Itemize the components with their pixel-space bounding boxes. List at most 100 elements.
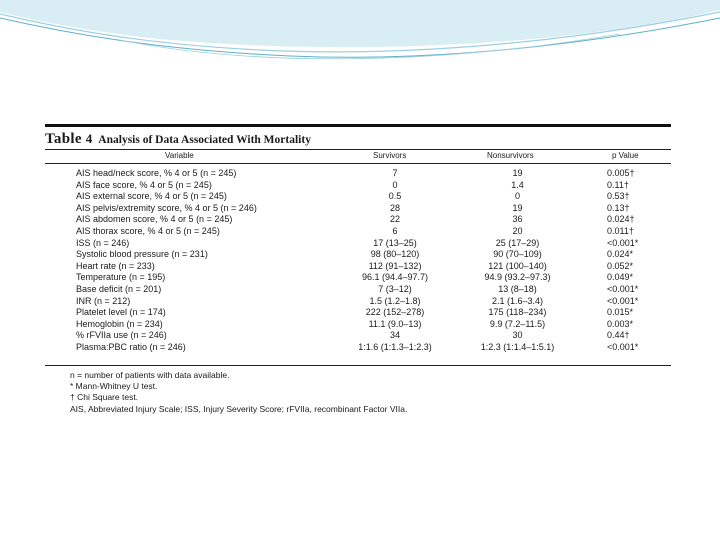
cell-nonsurvivors: 30 xyxy=(512,330,523,341)
cell-variable: Hemoglobin (n = 234) xyxy=(76,318,163,329)
table-row: Systolic blood pressure (n = 231) 98 (80–… xyxy=(45,249,671,261)
cell-p-value: 0.024* xyxy=(607,249,634,260)
table-row: AIS pelvis/extremity score, % 4 or 5 (n … xyxy=(45,203,671,215)
cell-nonsurvivors: 1.4 xyxy=(511,179,524,190)
cell-survivors: 98 (80–120) xyxy=(370,249,420,260)
footnote: * Mann-Whitney U test. xyxy=(70,381,158,392)
cell-p-value: 0.011† xyxy=(607,225,634,236)
cell-p-value: 0.44† xyxy=(607,330,630,341)
cell-nonsurvivors: 9.9 (7.2–11.5) xyxy=(489,318,546,329)
table-panel: Table 4 Analysis of Data Associated With M… xyxy=(45,124,671,424)
table-label: Table xyxy=(45,131,82,147)
cell-nonsurvivors: 94.9 (93.2–97.3) xyxy=(484,272,551,283)
cell-survivors: 17 (13–25) xyxy=(373,237,417,248)
table-row: ISS (n = 246) 17 (13–25) 25 (17–29) <0.001* xyxy=(45,238,671,250)
table-row: Temperature (n = 195) 96.1 (94.4–97.7) 94.… xyxy=(45,272,671,284)
cell-p-value: 0.052* xyxy=(607,260,634,271)
cell-p-value: 0.003* xyxy=(607,318,634,329)
cell-variable: Platelet level (n = 174) xyxy=(76,307,166,318)
cell-variable: Heart rate (n = 233) xyxy=(76,260,155,271)
cell-survivors: 0.5 xyxy=(388,191,402,202)
cell-p-value: 0.049* xyxy=(607,272,634,283)
column-header-p-value: p Value xyxy=(612,151,639,160)
cell-nonsurvivors: 2.1 (1.6–3.4) xyxy=(491,295,544,306)
table-top-rule xyxy=(45,124,671,127)
cell-p-value: 0.53† xyxy=(607,191,630,202)
cell-p-value: 0.13† xyxy=(607,202,630,213)
cell-p-value: <0.001* xyxy=(607,295,639,306)
cell-survivors: 22 xyxy=(389,214,400,225)
cell-variable: Temperature (n = 195) xyxy=(76,272,166,283)
table-row: Hemoglobin (n = 234) 11.1 (9.0–13) 9.9 (7.… xyxy=(45,319,671,331)
table-row: INR (n = 212) 1.5 (1.2–1.8) 2.1 (1.6–3.4) <… xyxy=(45,296,671,308)
cell-p-value: <0.001* xyxy=(607,283,639,294)
table-row: Heart rate (n = 233) 112 (91–132) 121 (100… xyxy=(45,261,671,273)
header-bottom-rule xyxy=(45,163,671,164)
slide-header-decoration xyxy=(0,0,720,60)
cell-survivors: 7 xyxy=(392,168,398,178)
footnote: † Chi Square test. xyxy=(70,392,139,403)
table-row: AIS external score, % 4 or 5 (n = 245) 0.… xyxy=(45,191,671,203)
table-row: % rFVIIa use (n = 246) 34 30 0.44† xyxy=(45,330,671,342)
cell-nonsurvivors: 25 (17–29) xyxy=(495,237,540,248)
cell-nonsurvivors: 13 (8–18) xyxy=(498,283,537,294)
cell-survivors: 11.1 (9.0–13) xyxy=(368,318,422,329)
cell-survivors: 222 (152–278) xyxy=(365,307,425,318)
cell-p-value: 0.11† xyxy=(607,179,629,190)
table-row: Platelet level (n = 174) 222 (152–278) 175… xyxy=(45,307,671,319)
cell-variable: AIS abdomen score, % 4 or 5 (n = 245) xyxy=(76,214,233,225)
cell-variable: AIS face score, % 4 or 5 (n = 245) xyxy=(76,179,212,190)
cell-nonsurvivors: 175 (118–234) xyxy=(488,307,547,318)
cell-survivors: 34 xyxy=(389,330,400,341)
cell-variable: % rFVIIa use (n = 246) xyxy=(76,330,167,341)
cell-nonsurvivors: 121 (100–140) xyxy=(488,260,547,271)
cell-p-value: 0.005† xyxy=(607,168,635,178)
cell-nonsurvivors: 19 xyxy=(512,202,523,213)
cell-variable: INR (n = 212) xyxy=(76,295,131,306)
cell-variable: Systolic blood pressure (n = 231) xyxy=(76,249,208,260)
table-row: AIS face score, % 4 or 5 (n = 245) 0 1.4 0.… xyxy=(45,180,671,192)
cell-survivors: 6 xyxy=(392,225,398,236)
cell-p-value: <0.001* xyxy=(607,341,639,352)
table-footnotes: n = number of patients with data availab… xyxy=(70,370,660,415)
cell-nonsurvivors: 20 xyxy=(512,225,523,236)
cell-survivors: 96.1 (94.4–97.7) xyxy=(361,272,429,283)
footnote: AIS, Abbreviated Injury Scale; ISS, Inju… xyxy=(70,403,408,414)
cell-p-value: 0.024† xyxy=(607,214,635,225)
header-top-rule xyxy=(45,149,671,150)
footnote: n = number of patients with data availab… xyxy=(70,370,230,380)
table-caption: Analysis of Data Associated With Mortali… xyxy=(98,134,311,146)
column-header-nonsurvivors: Nonsurvivors xyxy=(487,151,534,160)
table-title: Table 4 Analysis of Data Associated With M… xyxy=(45,130,311,148)
cell-nonsurvivors: 36 xyxy=(512,214,523,225)
cell-survivors: 112 (91–132) xyxy=(368,260,422,271)
table-row: AIS head/neck score, % 4 or 5 (n = 245) 7… xyxy=(45,168,671,180)
cell-survivors: 28 xyxy=(389,202,400,213)
cell-variable: Base deficit (n = 201) xyxy=(76,283,162,294)
table-number: 4 xyxy=(85,131,93,146)
cell-variable: ISS (n = 246) xyxy=(76,237,130,248)
cell-nonsurvivors: 1:2.3 (1:1.4–1:5.1) xyxy=(480,341,555,352)
cell-p-value: 0.015* xyxy=(607,307,634,318)
data-table: AIS head/neck score, % 4 or 5 (n = 245) 7… xyxy=(45,168,671,354)
cell-survivors: 0 xyxy=(392,179,398,190)
cell-variable: AIS external score, % 4 or 5 (n = 245) xyxy=(76,191,227,202)
table-bottom-rule xyxy=(45,365,671,366)
cell-variable: AIS head/neck score, % 4 or 5 (n = 245) xyxy=(76,168,237,178)
cell-nonsurvivors: 0 xyxy=(514,191,520,202)
table-row: Base deficit (n = 201) 7 (3–12) 13 (8–18) <… xyxy=(45,284,671,296)
column-header-variable: Variable xyxy=(165,151,194,160)
table-row: AIS abdomen score, % 4 or 5 (n = 245) 22 3… xyxy=(45,214,671,226)
cell-variable: AIS thorax score, % 4 or 5 (n = 245) xyxy=(76,225,220,236)
cell-variable: AIS pelvis/extremity score, % 4 or 5 (n … xyxy=(76,202,257,213)
cell-survivors: 1:1.6 (1:1.3–1:2.3) xyxy=(358,341,432,352)
cell-p-value: <0.001* xyxy=(607,237,639,248)
cell-survivors: 1.5 (1.2–1.8) xyxy=(369,295,421,306)
column-header-survivors: Survivors xyxy=(373,151,407,160)
table-row: AIS thorax score, % 4 or 5 (n = 245) 6 20 0… xyxy=(45,226,671,238)
cell-survivors: 7 (3–12) xyxy=(378,283,412,294)
table-row: Plasma:PBC ratio (n = 246) 1:1.6 (1:1.3–1… xyxy=(45,342,671,354)
cell-nonsurvivors: 19 xyxy=(512,168,523,178)
cell-nonsurvivors: 90 (70–109) xyxy=(493,249,542,260)
cell-variable: Plasma:PBC ratio (n = 246) xyxy=(76,341,186,352)
